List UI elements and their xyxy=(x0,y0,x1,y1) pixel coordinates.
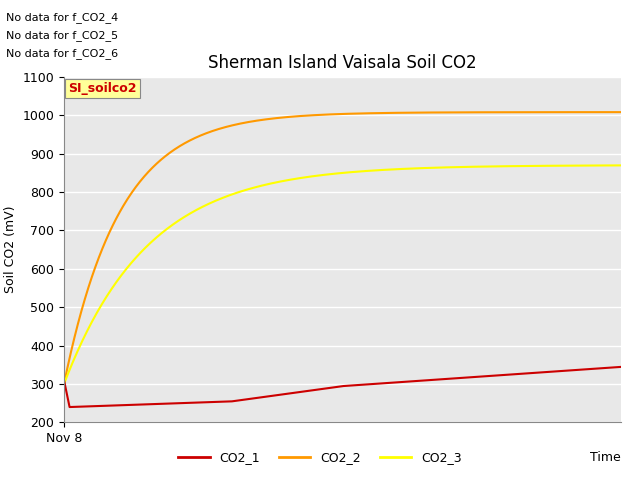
X-axis label: Time: Time xyxy=(590,451,621,464)
Title: Sherman Island Vaisala Soil CO2: Sherman Island Vaisala Soil CO2 xyxy=(208,54,477,72)
Legend: CO2_1, CO2_2, CO2_3: CO2_1, CO2_2, CO2_3 xyxy=(173,446,467,469)
Text: No data for f_CO2_4: No data for f_CO2_4 xyxy=(6,12,118,23)
Text: No data for f_CO2_6: No data for f_CO2_6 xyxy=(6,48,118,60)
Text: No data for f_CO2_5: No data for f_CO2_5 xyxy=(6,30,118,41)
Y-axis label: Soil CO2 (mV): Soil CO2 (mV) xyxy=(4,206,17,293)
Text: SI_soilco2: SI_soilco2 xyxy=(68,83,137,96)
